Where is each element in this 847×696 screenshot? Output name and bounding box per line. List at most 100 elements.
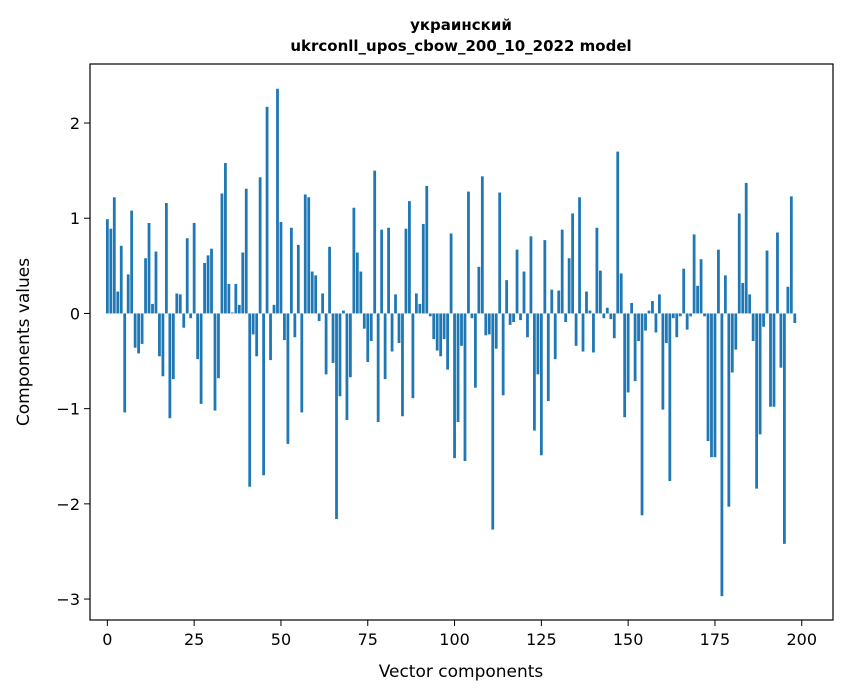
bar-component-183: [741, 282, 745, 314]
bar-component-160: [661, 313, 665, 410]
bar-component-122: [529, 236, 533, 314]
x-tick-label: 200: [786, 630, 817, 649]
bar-component-93: [428, 313, 432, 317]
bar-component-44: [258, 177, 262, 314]
bar-series: [105, 88, 797, 597]
bar-component-61: [317, 313, 321, 322]
bar-component-191: [769, 313, 772, 407]
bar-component-189: [762, 313, 765, 327]
bar-component-37: [234, 283, 238, 314]
bar-component-120: [522, 271, 526, 314]
bar-component-35: [227, 283, 231, 314]
bar-component-185: [748, 294, 752, 314]
bar-component-69: [345, 313, 349, 421]
bar-component-125: [539, 313, 543, 456]
bar-component-177: [720, 313, 724, 597]
bar-component-184: [744, 183, 748, 314]
bar-component-88: [411, 313, 415, 399]
bar-component-115: [505, 280, 509, 314]
bar-component-23: [185, 238, 189, 314]
bar-component-52: [286, 313, 290, 444]
bar-component-114: [501, 313, 505, 396]
bar-component-70: [349, 313, 352, 378]
bar-component-73: [359, 271, 363, 314]
bar-component-196: [786, 286, 790, 314]
bar-component-85: [401, 313, 404, 417]
chart-title-line1: украинский: [410, 16, 512, 34]
bar-component-82: [390, 313, 394, 352]
bar-component-56: [300, 313, 304, 413]
bar-component-14: [154, 251, 158, 314]
y-tick-label: −3: [56, 590, 80, 609]
bar-component-4: [119, 245, 123, 314]
bar-component-63: [324, 313, 328, 375]
bar-component-19: [171, 313, 175, 380]
bar-component-149: [623, 313, 627, 418]
bar-component-133: [567, 258, 571, 314]
bar-component-89: [414, 293, 418, 314]
chart-title-line2: ukrconll_upos_cbow_200_10_2022 model: [290, 37, 631, 55]
bar-component-22: [182, 313, 186, 328]
bar-component-155: [644, 313, 647, 331]
bar-component-21: [178, 294, 182, 314]
bar-component-77: [373, 170, 377, 314]
bar-component-57: [303, 194, 307, 314]
bar-component-66: [335, 313, 338, 520]
bar-component-186: [751, 313, 755, 342]
bar-component-163: [671, 313, 675, 319]
bar-component-137: [581, 313, 585, 352]
bar-component-49: [276, 88, 279, 314]
bar-component-18: [168, 313, 172, 419]
bar-component-112: [494, 313, 498, 349]
bar-component-150: [626, 313, 630, 393]
bar-component-31: [213, 313, 217, 411]
bar-component-162: [668, 313, 672, 481]
bar-component-100: [453, 313, 456, 459]
bar-component-161: [664, 313, 668, 343]
bar-component-34: [224, 163, 227, 314]
bar-component-121: [526, 313, 529, 338]
bar-component-12: [147, 222, 151, 314]
bar-component-129: [553, 313, 557, 360]
bar-component-13: [151, 303, 154, 314]
bar-component-11: [144, 258, 147, 314]
bar-component-62: [321, 293, 325, 314]
bar-component-128: [550, 289, 554, 314]
bar-component-124: [536, 313, 540, 375]
bar-component-180: [730, 313, 734, 373]
bar-component-190: [765, 250, 769, 314]
bar-component-130: [557, 290, 561, 314]
bar-component-107: [477, 266, 481, 314]
bar-component-99: [449, 233, 453, 314]
y-tick-label: 1: [70, 209, 80, 228]
bar-component-152: [633, 313, 637, 382]
bar-component-15: [158, 313, 161, 357]
bar-component-105: [470, 313, 474, 319]
bar-component-64: [328, 246, 331, 314]
bar-component-98: [446, 313, 449, 370]
bar-component-138: [585, 291, 588, 314]
bar-component-176: [717, 249, 720, 314]
x-tick-label: 50: [271, 630, 291, 649]
bar-component-171: [699, 259, 703, 314]
bar-component-79: [380, 229, 384, 314]
bar-component-1: [109, 228, 113, 314]
bar-component-116: [508, 313, 512, 325]
x-tick-label: 0: [102, 630, 112, 649]
bar-component-71: [352, 207, 356, 314]
bar-component-16: [161, 313, 165, 377]
bar-component-164: [675, 313, 679, 338]
bar-component-42: [251, 313, 255, 335]
bar-component-87: [408, 201, 411, 314]
bar-component-126: [543, 240, 547, 314]
bar-component-197: [789, 196, 793, 314]
bar-component-127: [546, 313, 550, 402]
x-tick-label: 125: [526, 630, 557, 649]
bar-component-81: [387, 227, 390, 314]
bar-component-198: [793, 313, 797, 323]
bar-component-174: [710, 313, 713, 458]
x-tick-label: 175: [700, 630, 731, 649]
bar-component-173: [706, 313, 710, 442]
